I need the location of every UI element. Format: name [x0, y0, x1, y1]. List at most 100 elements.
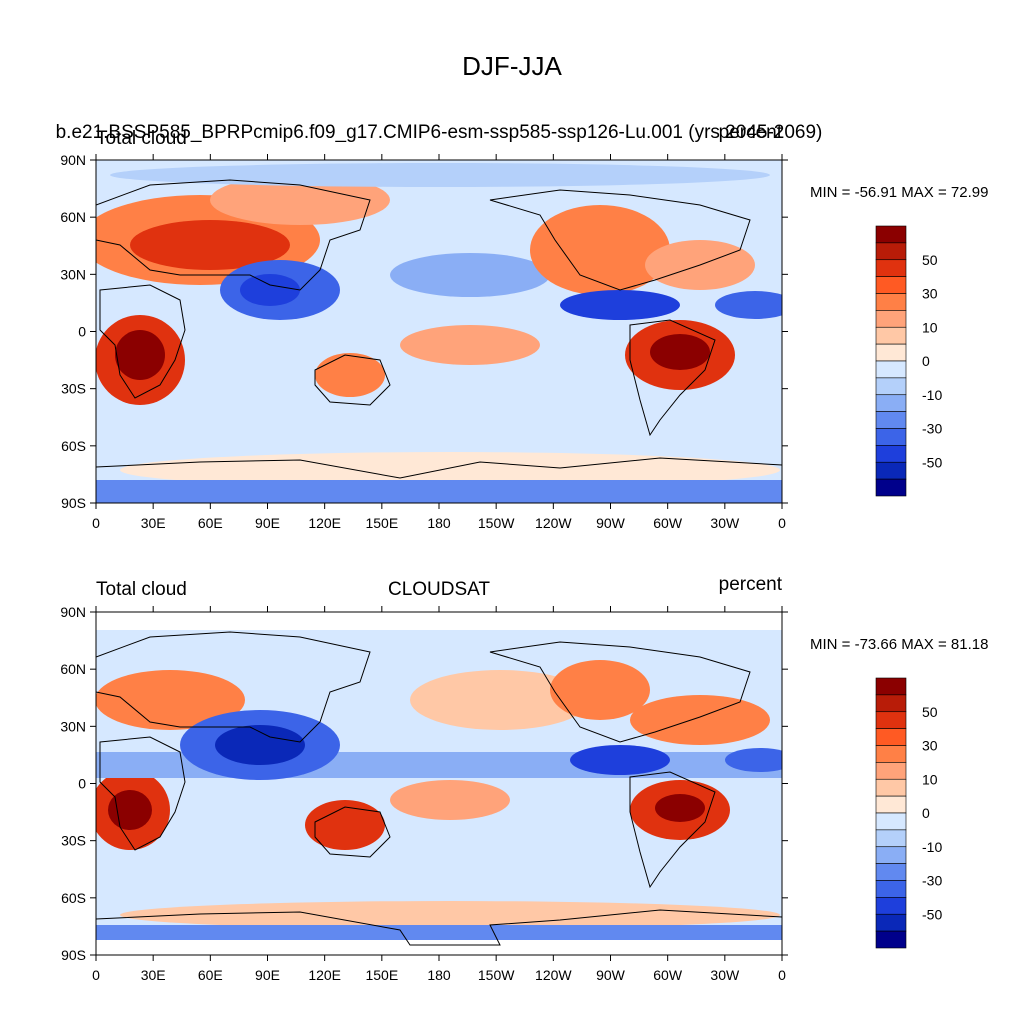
- lon-tick-label: 120E: [308, 515, 341, 531]
- panel-2-colorbar: 50 30 10 0 -10 -30 -50: [875, 677, 942, 949]
- lat-tick-label: 60N: [60, 209, 86, 225]
- colorbar-swatch: [875, 897, 907, 915]
- colorbar-swatch: [875, 259, 907, 277]
- lat-tick-label: 60S: [61, 890, 86, 906]
- colorbar-label: -10: [922, 839, 942, 855]
- colorbar-swatch: [875, 445, 907, 463]
- lon-tick-label: 150W: [478, 967, 515, 983]
- colorbar-swatch: [875, 461, 907, 480]
- panel-1-map: [96, 160, 782, 503]
- coastline-africa: [99, 736, 186, 851]
- colorbar-swatch: [875, 778, 907, 797]
- lon-tick-label: 120E: [308, 967, 341, 983]
- panel-2-right-label: percent: [719, 574, 783, 595]
- field-region: [400, 325, 540, 365]
- colorbar-label: 50: [922, 704, 938, 720]
- lon-tick-label: 30W: [710, 967, 740, 983]
- colorbar-label: -50: [922, 454, 942, 470]
- coastline-africa: [99, 284, 186, 399]
- colorbar-swatch: [875, 812, 907, 831]
- lon-tick-label: 60E: [198, 515, 223, 531]
- coastline-north-america: [489, 641, 751, 743]
- colorbar-swatch: [875, 242, 907, 261]
- panel-2-map: [96, 612, 782, 955]
- field-region: [390, 253, 550, 297]
- field-region: [210, 175, 390, 225]
- field-region: [530, 205, 670, 295]
- lon-tick-label: 30W: [710, 515, 740, 531]
- coastline-antarctica: [96, 909, 782, 946]
- field-region: [655, 794, 705, 822]
- lon-tick-label: 90E: [255, 967, 280, 983]
- colorbar-label: 10: [922, 771, 938, 787]
- lon-tick-label: 0: [778, 967, 786, 983]
- lon-tick-label: 0: [778, 515, 786, 531]
- lon-tick-label: 120W: [535, 967, 572, 983]
- field-region: [410, 670, 590, 730]
- field-region: [96, 670, 245, 730]
- colorbar-swatch: [875, 728, 907, 746]
- lon-tick-label: 150W: [478, 515, 515, 531]
- lat-tick-label: 60N: [60, 661, 86, 677]
- colorbar-swatch: [875, 310, 907, 328]
- field-region: [305, 800, 385, 850]
- field-region: [630, 695, 770, 745]
- colorbar-label: -30: [922, 421, 942, 437]
- colorbar-swatch: [875, 428, 907, 446]
- lat-tick-label: 90S: [61, 495, 86, 511]
- colorbar-label: 10: [922, 319, 938, 335]
- panel-2-lat-axis: 90N 60N 30N 0 30S 60S 90S: [60, 604, 788, 963]
- field-region: [650, 334, 710, 370]
- colorbar-label: 0: [922, 353, 930, 369]
- colorbar-swatch: [875, 930, 907, 949]
- colorbar-swatch: [875, 225, 907, 244]
- field-region: [115, 330, 165, 380]
- colorbar-swatch: [875, 394, 907, 412]
- lon-tick-label: 180: [427, 515, 451, 531]
- panel-1-minmax: MIN = -56.91 MAX = 72.99: [810, 184, 988, 201]
- colorbar-swatch: [875, 711, 907, 729]
- lon-tick-label: 30E: [141, 967, 166, 983]
- colorbar-label: -30: [922, 873, 942, 889]
- field-region: [120, 901, 780, 929]
- field-region: [725, 748, 782, 772]
- field-region: [715, 291, 782, 319]
- panel-1-coastlines: [96, 179, 782, 479]
- colorbar-swatch: [875, 846, 907, 864]
- lat-tick-label: 30N: [60, 266, 86, 282]
- lat-tick-label: 30S: [61, 381, 86, 397]
- coastline-south-america: [629, 771, 716, 889]
- lon-tick-label: 90W: [596, 515, 626, 531]
- colorbar-swatch: [875, 326, 907, 345]
- field-region: [120, 452, 780, 488]
- panel-1-lon-axis: 0 30E 60E 90E 120E 150E 180 150W 120W 90W 60W 30W 0: [92, 154, 786, 531]
- colorbar-label: 50: [922, 252, 938, 268]
- lon-tick-label: 30E: [141, 515, 166, 531]
- lon-tick-label: 120W: [535, 515, 572, 531]
- panel-1-lat-axis: 90N 60N 30N 0 30S 60S 90S: [60, 152, 788, 511]
- figure-title: DJF-JJA: [462, 51, 562, 81]
- field-region: [315, 353, 385, 397]
- lon-tick-label: 90W: [596, 967, 626, 983]
- colorbar-swatch: [875, 694, 907, 713]
- colorbar-swatch: [875, 795, 907, 814]
- panel-1-center-label: b.e21.BSSP585_BPRPcmip6.f09_g17.CMIP6-es…: [56, 122, 823, 143]
- lon-tick-label: 150E: [365, 967, 398, 983]
- coastline-australia: [314, 354, 391, 406]
- panel-2-minmax: MIN = -73.66 MAX = 81.18: [810, 636, 988, 653]
- colorbar-swatch: [875, 762, 907, 780]
- panel-2-coastlines: [96, 631, 782, 946]
- colorbar-label: 0: [922, 805, 930, 821]
- colorbar-swatch: [875, 360, 907, 379]
- coastline-australia: [314, 806, 391, 858]
- colorbar-swatch: [875, 411, 907, 429]
- field-region: [550, 660, 650, 720]
- colorbar-swatch: [875, 293, 907, 311]
- lat-tick-label: 90S: [61, 947, 86, 963]
- colorbar-swatch: [875, 677, 907, 696]
- lat-tick-label: 30N: [60, 718, 86, 734]
- panel-1: Total cloud b.e21.BSSP585_BPRPcmip6.f09_…: [56, 122, 989, 531]
- field-region: [130, 220, 290, 270]
- lon-tick-label: 0: [92, 967, 100, 983]
